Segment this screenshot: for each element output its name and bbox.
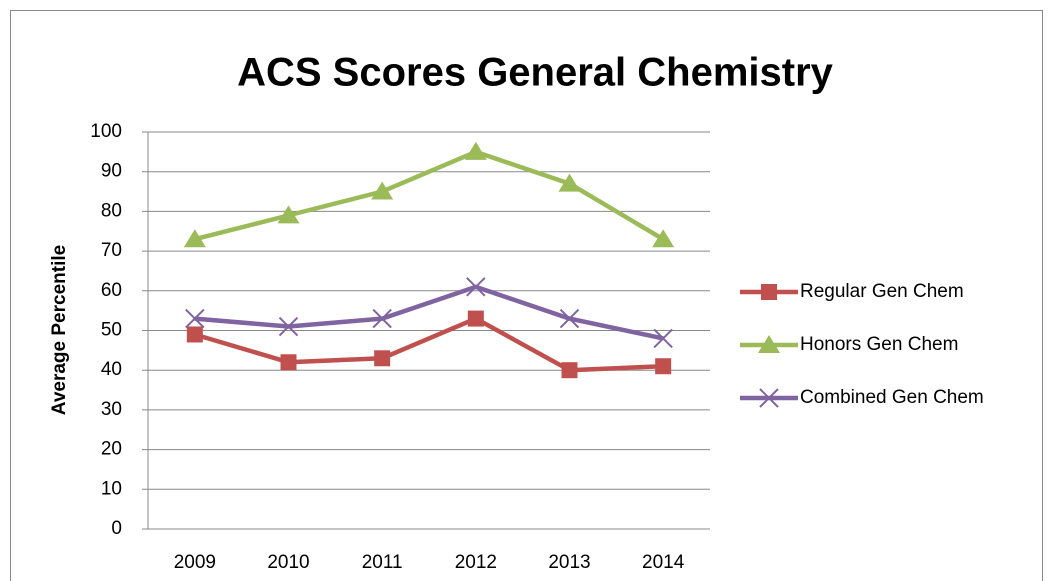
chart-frame [10, 10, 1043, 581]
marker [183, 229, 206, 248]
y-tick-label: 50 [101, 320, 122, 341]
marker [371, 181, 394, 200]
series-line [194, 316, 664, 373]
x-tick-label: 2011 [362, 552, 403, 573]
y-tick-label: 40 [101, 359, 122, 380]
marker [652, 229, 675, 248]
marker [561, 362, 578, 379]
x-tick-label: 2014 [642, 552, 685, 573]
x-tick-label: 2013 [548, 552, 590, 573]
marker [464, 141, 487, 160]
marker [759, 388, 779, 408]
marker [761, 284, 777, 300]
marker [467, 310, 484, 327]
y-tick-label: 10 [101, 478, 122, 499]
marker [559, 308, 580, 329]
y-tick-label: 60 [101, 280, 122, 301]
marker [653, 328, 673, 349]
marker [277, 205, 300, 224]
marker [374, 350, 391, 367]
marker [185, 308, 205, 329]
marker [278, 316, 299, 337]
x-tick-label: 2012 [455, 552, 497, 573]
chart-title: ACS Scores General Chemistry [237, 51, 834, 95]
series-line [194, 149, 665, 242]
marker [466, 277, 486, 297]
y-axis-label: Average Percentile [49, 245, 70, 415]
marker [655, 358, 672, 375]
y-tick-label: 0 [111, 518, 122, 539]
marker [372, 308, 392, 329]
legend-label: Regular Gen Chem [800, 281, 964, 302]
legend-label: Honors Gen Chem [800, 334, 958, 355]
x-tick-label: 2009 [174, 552, 216, 573]
series-line [194, 284, 664, 341]
marker [558, 173, 581, 192]
y-tick-label: 80 [101, 200, 122, 221]
y-tick-label: 30 [101, 399, 122, 420]
legend-label: Combined Gen Chem [800, 387, 984, 408]
y-tick-label: 90 [101, 161, 122, 182]
y-tick-label: 100 [90, 121, 122, 142]
marker [280, 354, 297, 371]
marker [186, 326, 203, 343]
x-tick-label: 2010 [267, 552, 309, 573]
y-tick-label: 20 [101, 439, 122, 460]
y-tick-label: 70 [101, 240, 122, 261]
marker [758, 335, 780, 353]
